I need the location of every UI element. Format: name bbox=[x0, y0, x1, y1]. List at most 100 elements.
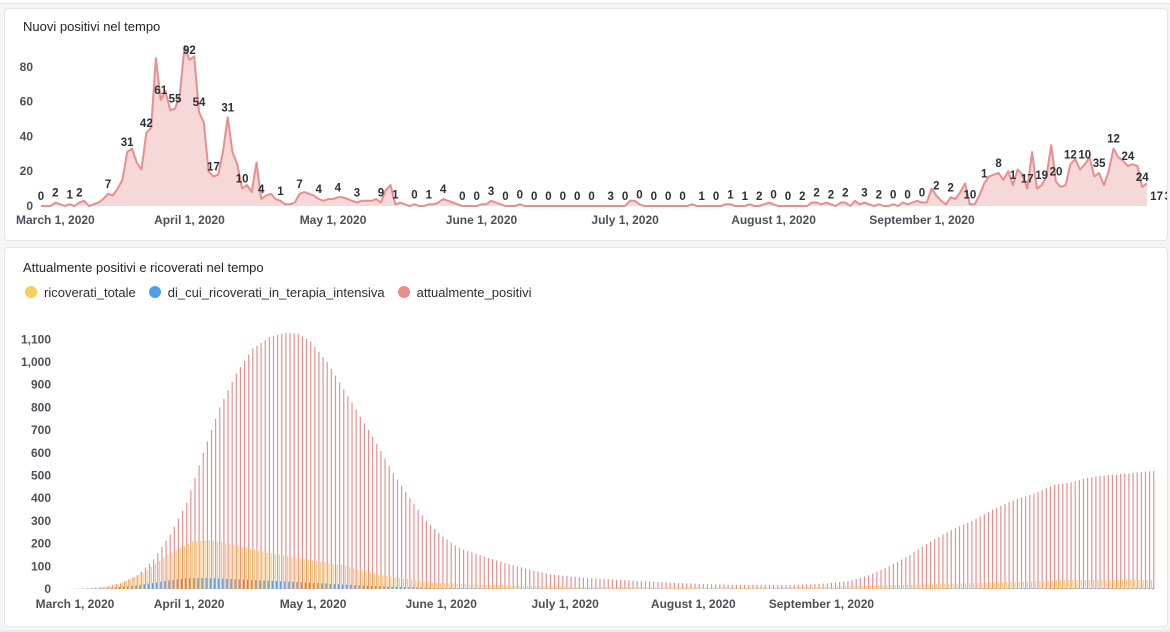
bar-attualmente_positivi bbox=[281, 333, 283, 589]
bar-ricoverati_totale bbox=[601, 586, 603, 589]
bar-ricoverati_totale bbox=[667, 587, 669, 589]
bar-ricoverati_totale bbox=[493, 585, 495, 589]
bar-ricoverati_totale bbox=[1080, 579, 1082, 589]
bar-attualmente_positivi bbox=[429, 524, 432, 589]
bar-attualmente_positivi bbox=[454, 545, 456, 589]
data-label: 10 bbox=[1078, 149, 1091, 161]
bottom-strip bbox=[0, 630, 1170, 632]
bar-ricoverati_totale bbox=[249, 548, 252, 589]
bar-di_cui_ricoverati_in_terapia_intensiva bbox=[218, 578, 220, 589]
bar-attualmente_positivi bbox=[570, 576, 572, 589]
bar-di_cui_ricoverati_in_terapia_intensiva bbox=[1061, 588, 1063, 589]
bar-di_cui_ricoverati_in_terapia_intensiva bbox=[990, 588, 992, 589]
bar-ricoverati_totale bbox=[539, 586, 541, 589]
bar-attualmente_positivi bbox=[868, 575, 870, 589]
bar-di_cui_ricoverati_in_terapia_intensiva bbox=[168, 580, 170, 589]
bar-ricoverati_totale bbox=[274, 554, 276, 589]
bar-attualmente_positivi bbox=[698, 583, 700, 589]
bar-attualmente_positivi bbox=[636, 580, 638, 589]
bar-attualmente_positivi bbox=[620, 579, 622, 589]
data-label: 3 bbox=[861, 188, 867, 200]
data-label: 3 bbox=[608, 191, 614, 203]
bar-attualmente_positivi bbox=[173, 526, 175, 589]
bar-attualmente_positivi bbox=[82, 588, 84, 589]
bar-attualmente_positivi bbox=[388, 465, 390, 589]
bar-di_cui_ricoverati_in_terapia_intensiva bbox=[408, 587, 410, 589]
bar-ricoverati_totale bbox=[386, 575, 388, 589]
bar-di_cui_ricoverati_in_terapia_intensiva bbox=[296, 582, 298, 589]
bar-attualmente_positivi bbox=[942, 534, 944, 589]
bar-ricoverati_totale bbox=[989, 582, 991, 589]
bar-ricoverati_totale bbox=[890, 585, 892, 589]
bar-di_cui_ricoverati_in_terapia_intensiva bbox=[961, 588, 964, 589]
bar-attualmente_positivi bbox=[810, 584, 812, 589]
bar-attualmente_positivi bbox=[1045, 488, 1047, 589]
bar-attualmente_positivi bbox=[384, 458, 386, 589]
bar-di_cui_ricoverati_in_terapia_intensiva bbox=[957, 588, 959, 589]
bar-ricoverati_totale bbox=[981, 582, 983, 589]
bar-attualmente_positivi bbox=[777, 584, 779, 589]
bar-attualmente_positivi bbox=[785, 584, 787, 589]
y-tick-label: 700 bbox=[31, 423, 51, 437]
bar-attualmente_positivi bbox=[971, 520, 973, 589]
bar-attualmente_positivi bbox=[1111, 474, 1113, 589]
bar-ricoverati_totale bbox=[654, 587, 657, 589]
bar-attualmente_positivi bbox=[458, 548, 461, 589]
bar-attualmente_positivi bbox=[690, 583, 692, 589]
bar-ricoverati_totale bbox=[1026, 581, 1029, 589]
legend-item-ricoverati-totale[interactable]: ricoverati_totale bbox=[25, 285, 136, 300]
bar-di_cui_ricoverati_in_terapia_intensiva bbox=[432, 587, 435, 589]
bar-ricoverati_totale bbox=[849, 586, 851, 589]
bar-ricoverati_totale bbox=[626, 587, 628, 589]
legend-item-attualmente-positivi[interactable]: attualmente_positivi bbox=[397, 285, 532, 300]
bar-di_cui_ricoverati_in_terapia_intensiva bbox=[1135, 588, 1137, 589]
bar-ricoverati_totale bbox=[770, 587, 772, 589]
bar-di_cui_ricoverati_in_terapia_intensiva bbox=[160, 581, 162, 589]
bar-attualmente_positivi bbox=[818, 583, 820, 589]
data-label: 0 bbox=[459, 191, 465, 203]
bar-ricoverati_totale bbox=[270, 553, 272, 589]
bar-di_cui_ricoverati_in_terapia_intensiva bbox=[259, 580, 261, 589]
bar-ricoverati_totale bbox=[911, 584, 913, 589]
bar-attualmente_positivi bbox=[574, 576, 576, 589]
bar-ricoverati_totale bbox=[1039, 581, 1041, 589]
bar-di_cui_ricoverati_in_terapia_intensiva bbox=[507, 588, 509, 589]
bar-di_cui_ricoverati_in_terapia_intensiva bbox=[511, 588, 513, 589]
bar-ricoverati_totale bbox=[452, 583, 454, 589]
bar-di_cui_ricoverati_in_terapia_intensiva bbox=[1081, 588, 1083, 589]
bar-ricoverati_totale bbox=[245, 547, 247, 589]
bar-attualmente_positivi bbox=[136, 575, 138, 589]
bar-attualmente_positivi bbox=[715, 584, 717, 589]
bar-attualmente_positivi bbox=[231, 381, 233, 589]
bar-attualmente_positivi bbox=[558, 575, 560, 589]
legend-item-terapia-intensiva[interactable]: di_cui_ricoverati_in_terapia_intensiva bbox=[148, 285, 385, 300]
bar-ricoverati_totale bbox=[663, 587, 665, 589]
y-tick-label: 500 bbox=[31, 469, 51, 483]
data-label: 4 bbox=[258, 184, 265, 196]
x-tick-label: September 1, 2020 bbox=[869, 213, 975, 227]
bar-ricoverati_totale bbox=[357, 569, 359, 589]
bar-di_cui_ricoverati_in_terapia_intensiva bbox=[490, 588, 492, 589]
y-tick-label: 100 bbox=[31, 559, 51, 573]
bar-attualmente_positivi bbox=[401, 485, 403, 589]
bar-attualmente_positivi bbox=[859, 577, 861, 589]
bar-di_cui_ricoverati_in_terapia_intensiva bbox=[226, 578, 228, 589]
bar-ricoverati_totale bbox=[853, 585, 855, 589]
bar-attualmente_positivi bbox=[260, 342, 262, 589]
bar-attualmente_positivi bbox=[132, 577, 134, 589]
data-label: 0 bbox=[574, 191, 580, 203]
bar-ricoverati_totale bbox=[427, 582, 429, 589]
data-label: 7 bbox=[296, 179, 302, 191]
y-tick-label: 200 bbox=[31, 537, 51, 551]
y-tick-label: 0 bbox=[26, 199, 33, 213]
bar-di_cui_ricoverati_in_terapia_intensiva bbox=[313, 582, 315, 589]
bar-ricoverati_totale bbox=[440, 583, 442, 589]
bar-attualmente_positivi bbox=[355, 409, 357, 589]
data-label: 92 bbox=[183, 45, 196, 57]
bar-attualmente_positivi bbox=[591, 578, 593, 589]
data-label: 0 bbox=[651, 191, 657, 203]
bar-ricoverati_totale bbox=[510, 585, 512, 589]
bar-di_cui_ricoverati_in_terapia_intensiva bbox=[1011, 588, 1013, 589]
bar-attualmente_positivi bbox=[91, 587, 93, 589]
bar-ricoverati_totale bbox=[1031, 581, 1033, 589]
